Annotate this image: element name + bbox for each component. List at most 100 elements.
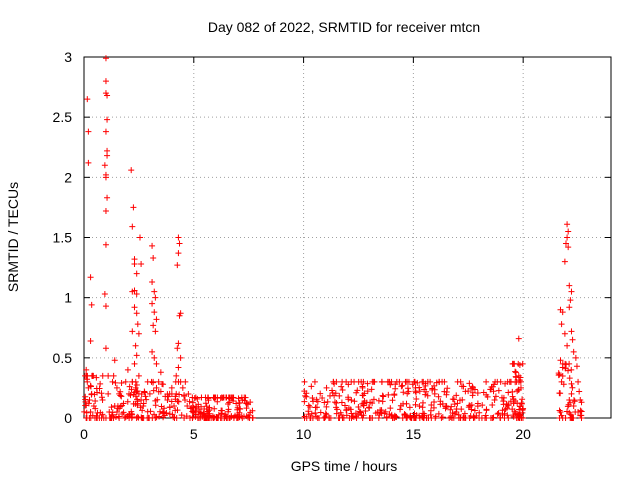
data-point	[92, 397, 99, 404]
data-point	[225, 408, 232, 415]
data-point	[564, 408, 571, 415]
x-tick-label: 20	[515, 426, 531, 442]
x-axis-label: GPS time / hours	[291, 458, 398, 474]
data-point	[171, 415, 178, 421]
data-point	[413, 389, 420, 396]
data-point	[510, 360, 517, 367]
data-point	[247, 409, 254, 416]
data-point	[572, 354, 579, 361]
data-point	[562, 240, 569, 247]
data-point	[385, 378, 392, 385]
data-point	[510, 413, 517, 420]
data-point	[174, 345, 181, 352]
data-point	[474, 400, 481, 407]
data-point	[149, 348, 156, 355]
data-point	[93, 374, 100, 381]
data-point	[85, 128, 92, 135]
data-point	[378, 378, 385, 385]
data-point	[181, 393, 188, 400]
data-point	[308, 383, 315, 390]
data-point	[166, 411, 173, 418]
data-point	[412, 401, 419, 408]
data-point	[466, 380, 473, 387]
data-point	[571, 398, 578, 405]
data-point	[403, 400, 410, 407]
data-point	[336, 415, 343, 421]
data-point	[576, 388, 583, 395]
data-point	[166, 404, 173, 411]
data-point	[149, 279, 156, 286]
grid-lines	[84, 57, 611, 418]
data-point	[402, 412, 409, 419]
data-point	[137, 404, 144, 411]
data-point	[427, 411, 434, 418]
data-point	[372, 410, 379, 417]
data-point	[360, 392, 367, 399]
data-point	[217, 415, 224, 421]
data-point	[117, 392, 124, 399]
data-point	[149, 300, 156, 307]
data-point	[205, 395, 212, 402]
data-point	[99, 372, 106, 379]
y-axis-label: SRMTID / TECUs	[5, 182, 21, 292]
data-point	[102, 241, 109, 248]
data-point	[404, 385, 411, 392]
data-point	[430, 404, 437, 411]
data-point	[565, 228, 572, 235]
data-point	[432, 415, 439, 421]
data-point	[572, 409, 579, 416]
data-point	[452, 411, 459, 418]
x-tick-label: 10	[296, 426, 312, 442]
data-point	[83, 366, 90, 373]
data-point	[99, 411, 106, 418]
data-point	[146, 390, 153, 397]
data-point	[416, 415, 423, 421]
data-point	[113, 384, 120, 391]
data-point	[519, 409, 526, 416]
data-point	[470, 414, 477, 421]
data-point	[133, 352, 140, 359]
data-point	[175, 398, 182, 405]
data-point	[403, 415, 410, 421]
data-point	[510, 400, 517, 407]
data-point	[567, 297, 574, 304]
data-point	[570, 397, 577, 404]
data-point	[243, 400, 250, 407]
data-point	[173, 372, 180, 379]
data-point	[330, 378, 337, 385]
data-point	[152, 402, 159, 409]
data-point	[401, 411, 408, 418]
data-point	[136, 234, 143, 241]
data-point	[413, 412, 420, 419]
data-point	[357, 409, 364, 416]
data-point	[217, 395, 224, 402]
data-point	[454, 400, 461, 407]
data-point	[568, 380, 575, 387]
data-point	[345, 381, 352, 388]
data-point	[226, 414, 233, 421]
data-point	[83, 372, 90, 379]
data-point	[343, 407, 350, 414]
data-point	[558, 321, 565, 328]
data-point	[459, 396, 466, 403]
data-point	[379, 398, 386, 405]
data-point	[305, 402, 312, 409]
data-point	[443, 403, 450, 410]
data-point	[467, 413, 474, 420]
data-point	[471, 407, 478, 414]
data-point	[557, 408, 564, 415]
data-point	[317, 390, 324, 397]
data-point	[151, 309, 158, 316]
data-point	[226, 399, 233, 406]
data-point	[97, 380, 104, 387]
data-point	[555, 372, 562, 379]
data-point	[218, 410, 225, 417]
data-point	[457, 378, 464, 385]
data-point	[168, 391, 175, 398]
data-point	[210, 413, 217, 420]
data-point	[568, 328, 575, 335]
data-point	[110, 372, 117, 379]
data-point	[504, 412, 511, 419]
data-point	[202, 400, 209, 407]
data-point	[480, 389, 487, 396]
